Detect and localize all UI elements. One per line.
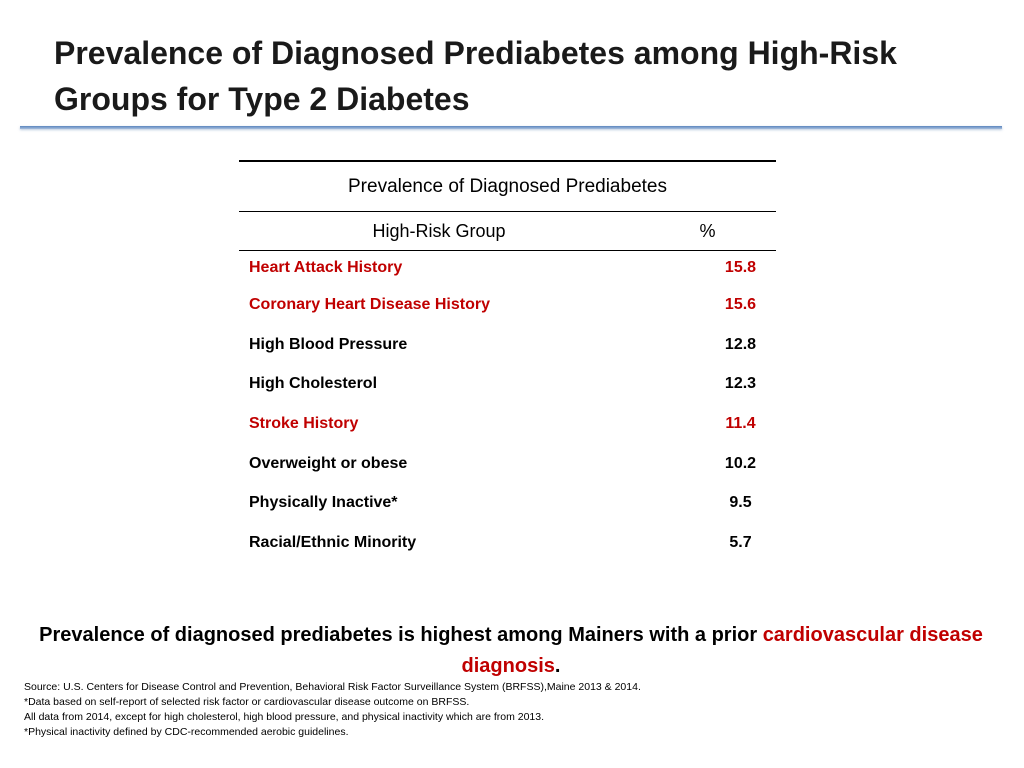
row-group-label: Heart Attack History [249, 259, 403, 276]
row-group-label: Stroke History [249, 414, 359, 432]
conclusion-statement: Prevalence of diagnosed prediabetes is h… [20, 620, 1002, 682]
conclusion-prefix: Prevalence of diagnosed prediabetes is h… [39, 624, 763, 646]
table-row: High Blood Pressure 12.8 [239, 325, 776, 365]
table-body: Heart Attack History 15.8 Coronary Heart… [239, 251, 776, 563]
table-header-row: High-Risk Group % [239, 211, 776, 251]
row-percent-value: 11.4 [725, 414, 756, 432]
prevalence-table: Prevalence of Diagnosed Prediabetes High… [239, 160, 776, 563]
table-row: Stroke History 11.4 [239, 404, 776, 444]
row-group-label: High Cholesterol [249, 375, 378, 393]
table-row: Overweight or obese 10.2 [239, 444, 776, 484]
table-row: Coronary Heart Disease History 15.6 [239, 285, 776, 325]
footnote-physical-inactivity: *Physical inactivity defined by CDC-reco… [24, 726, 349, 738]
source-notes: Source: U.S. Centers for Disease Control… [24, 680, 1004, 740]
row-group-label: High Blood Pressure [249, 335, 408, 353]
table-caption: Prevalence of Diagnosed Prediabetes [239, 160, 776, 212]
footnote-data-years: All data from 2014, except for high chol… [24, 711, 545, 723]
table-row: Racial/Ethnic Minority 5.7 [239, 523, 776, 563]
table-caption-row: Prevalence of Diagnosed Prediabetes [239, 160, 776, 212]
row-percent-value: 5.7 [729, 533, 752, 551]
page-title: Prevalence of Diagnosed Prediabetes amon… [54, 35, 897, 117]
row-percent-value: 15.8 [724, 259, 757, 276]
table-row: Physically Inactive* 9.5 [239, 483, 776, 523]
prevalence-table-container: Prevalence of Diagnosed Prediabetes High… [239, 160, 776, 563]
table-row: Heart Attack History 15.8 [239, 251, 776, 286]
row-percent-value: 10.2 [724, 454, 757, 472]
title-divider [20, 126, 1002, 129]
row-percent-value: 12.3 [724, 375, 757, 393]
source-note: Source: U.S. Centers for Disease Control… [24, 681, 641, 693]
column-header-percent: % [639, 211, 776, 251]
row-percent-value: 9.5 [729, 494, 752, 512]
row-group-label: Overweight or obese [249, 454, 408, 472]
row-percent-value: 12.8 [724, 335, 757, 353]
row-group-label: Physically Inactive* [249, 494, 398, 512]
footnote-self-report: *Data based on self-report of selected r… [24, 696, 470, 708]
row-group-label: Coronary Heart Disease History [249, 295, 490, 313]
row-percent-value: 15.6 [724, 295, 757, 313]
table-row: High Cholesterol 12.3 [239, 364, 776, 404]
column-header-group: High-Risk Group [239, 211, 639, 251]
conclusion-suffix: . [554, 655, 561, 677]
row-group-label: Racial/Ethnic Minority [249, 533, 417, 551]
conclusion-highlight: cardiovascular disease diagnosis [461, 624, 983, 677]
